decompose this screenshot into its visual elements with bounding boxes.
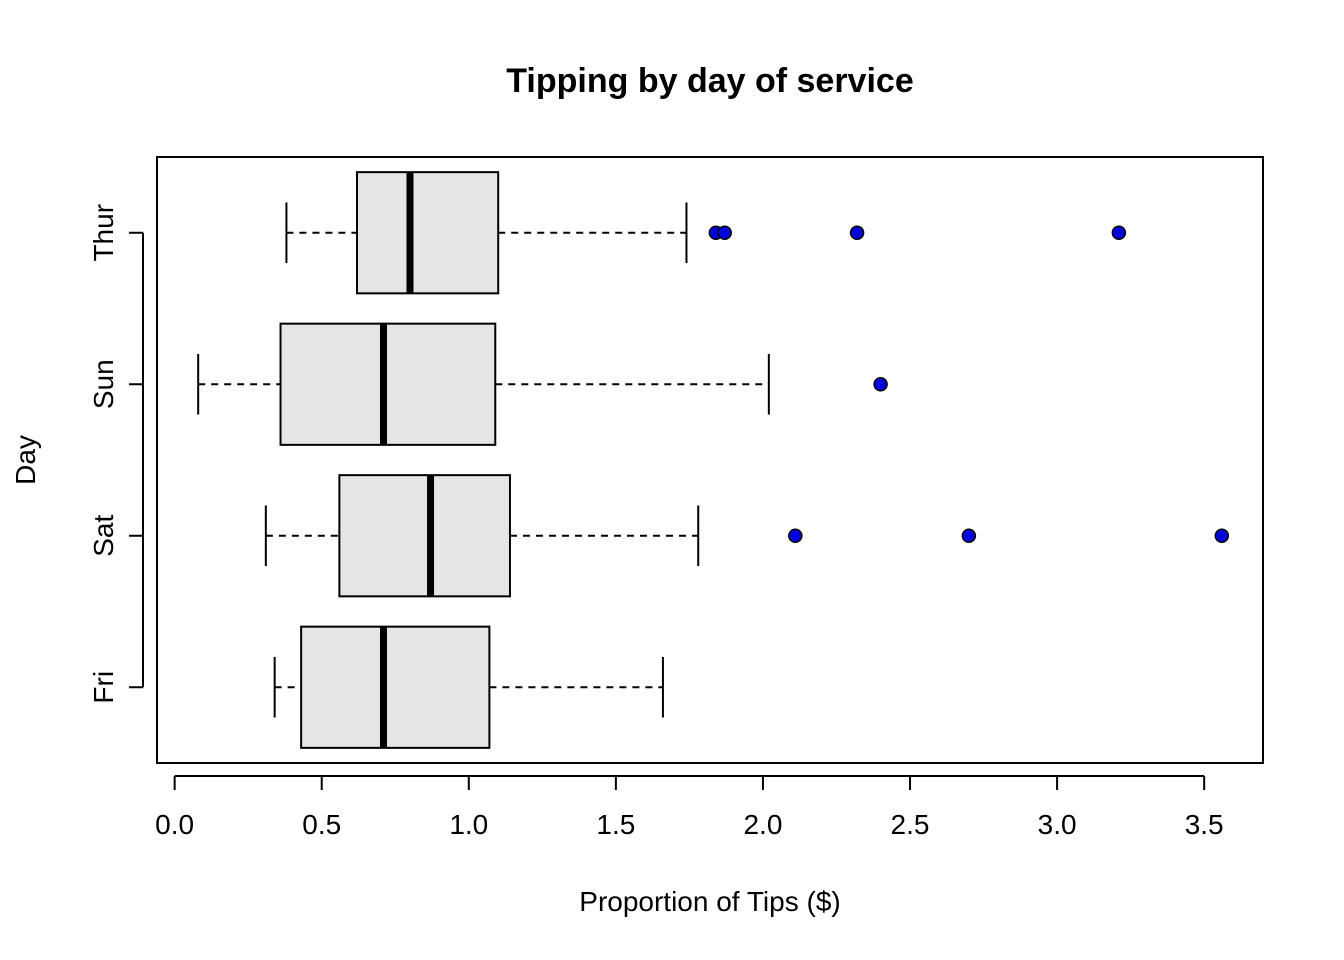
y-axis: Fri Sat Sun Thur	[88, 204, 144, 704]
y-tick-label-sat: Sat	[88, 515, 119, 557]
x-axis: 0.0 0.5 1.0 1.5 2.0 2.5 3.0 3.5	[155, 775, 1224, 840]
iqr-box	[338, 474, 511, 598]
outlier-point	[788, 528, 803, 543]
plot-frame	[156, 156, 1264, 764]
x-axis-label: Proportion of Tips ($)	[579, 886, 840, 917]
box-sat	[264, 474, 1230, 598]
x-tick-label: 2.0	[743, 809, 782, 840]
outlier-point	[849, 225, 865, 240]
x-tick-label: 3.0	[1038, 809, 1077, 840]
box-thur	[285, 171, 1127, 295]
x-tick-label: 2.5	[891, 809, 930, 840]
y-axis-label: Day	[10, 435, 41, 485]
x-tick-label: 1.5	[596, 809, 635, 840]
iqr-box	[356, 171, 500, 295]
outlier-point	[1111, 225, 1127, 240]
box-sun	[197, 322, 888, 446]
outlier-point	[873, 377, 888, 392]
y-tick-label-thur: Thur	[88, 204, 119, 262]
outlier-point	[717, 225, 732, 240]
iqr-box	[300, 625, 491, 749]
iqr-box	[279, 322, 497, 446]
outlier-point	[961, 528, 977, 543]
x-tick-label: 0.5	[302, 809, 341, 840]
outlier-point	[1214, 528, 1230, 543]
boxes-layer	[197, 171, 1230, 749]
y-tick-label-sun: Sun	[88, 359, 119, 409]
box-fri	[273, 625, 664, 749]
y-tick-label-fri: Fri	[88, 671, 119, 704]
x-tick-label: 0.0	[155, 809, 194, 840]
x-tick-label: 1.0	[449, 809, 488, 840]
x-tick-label: 3.5	[1185, 809, 1224, 840]
chart-title: Tipping by day of service	[506, 62, 914, 100]
